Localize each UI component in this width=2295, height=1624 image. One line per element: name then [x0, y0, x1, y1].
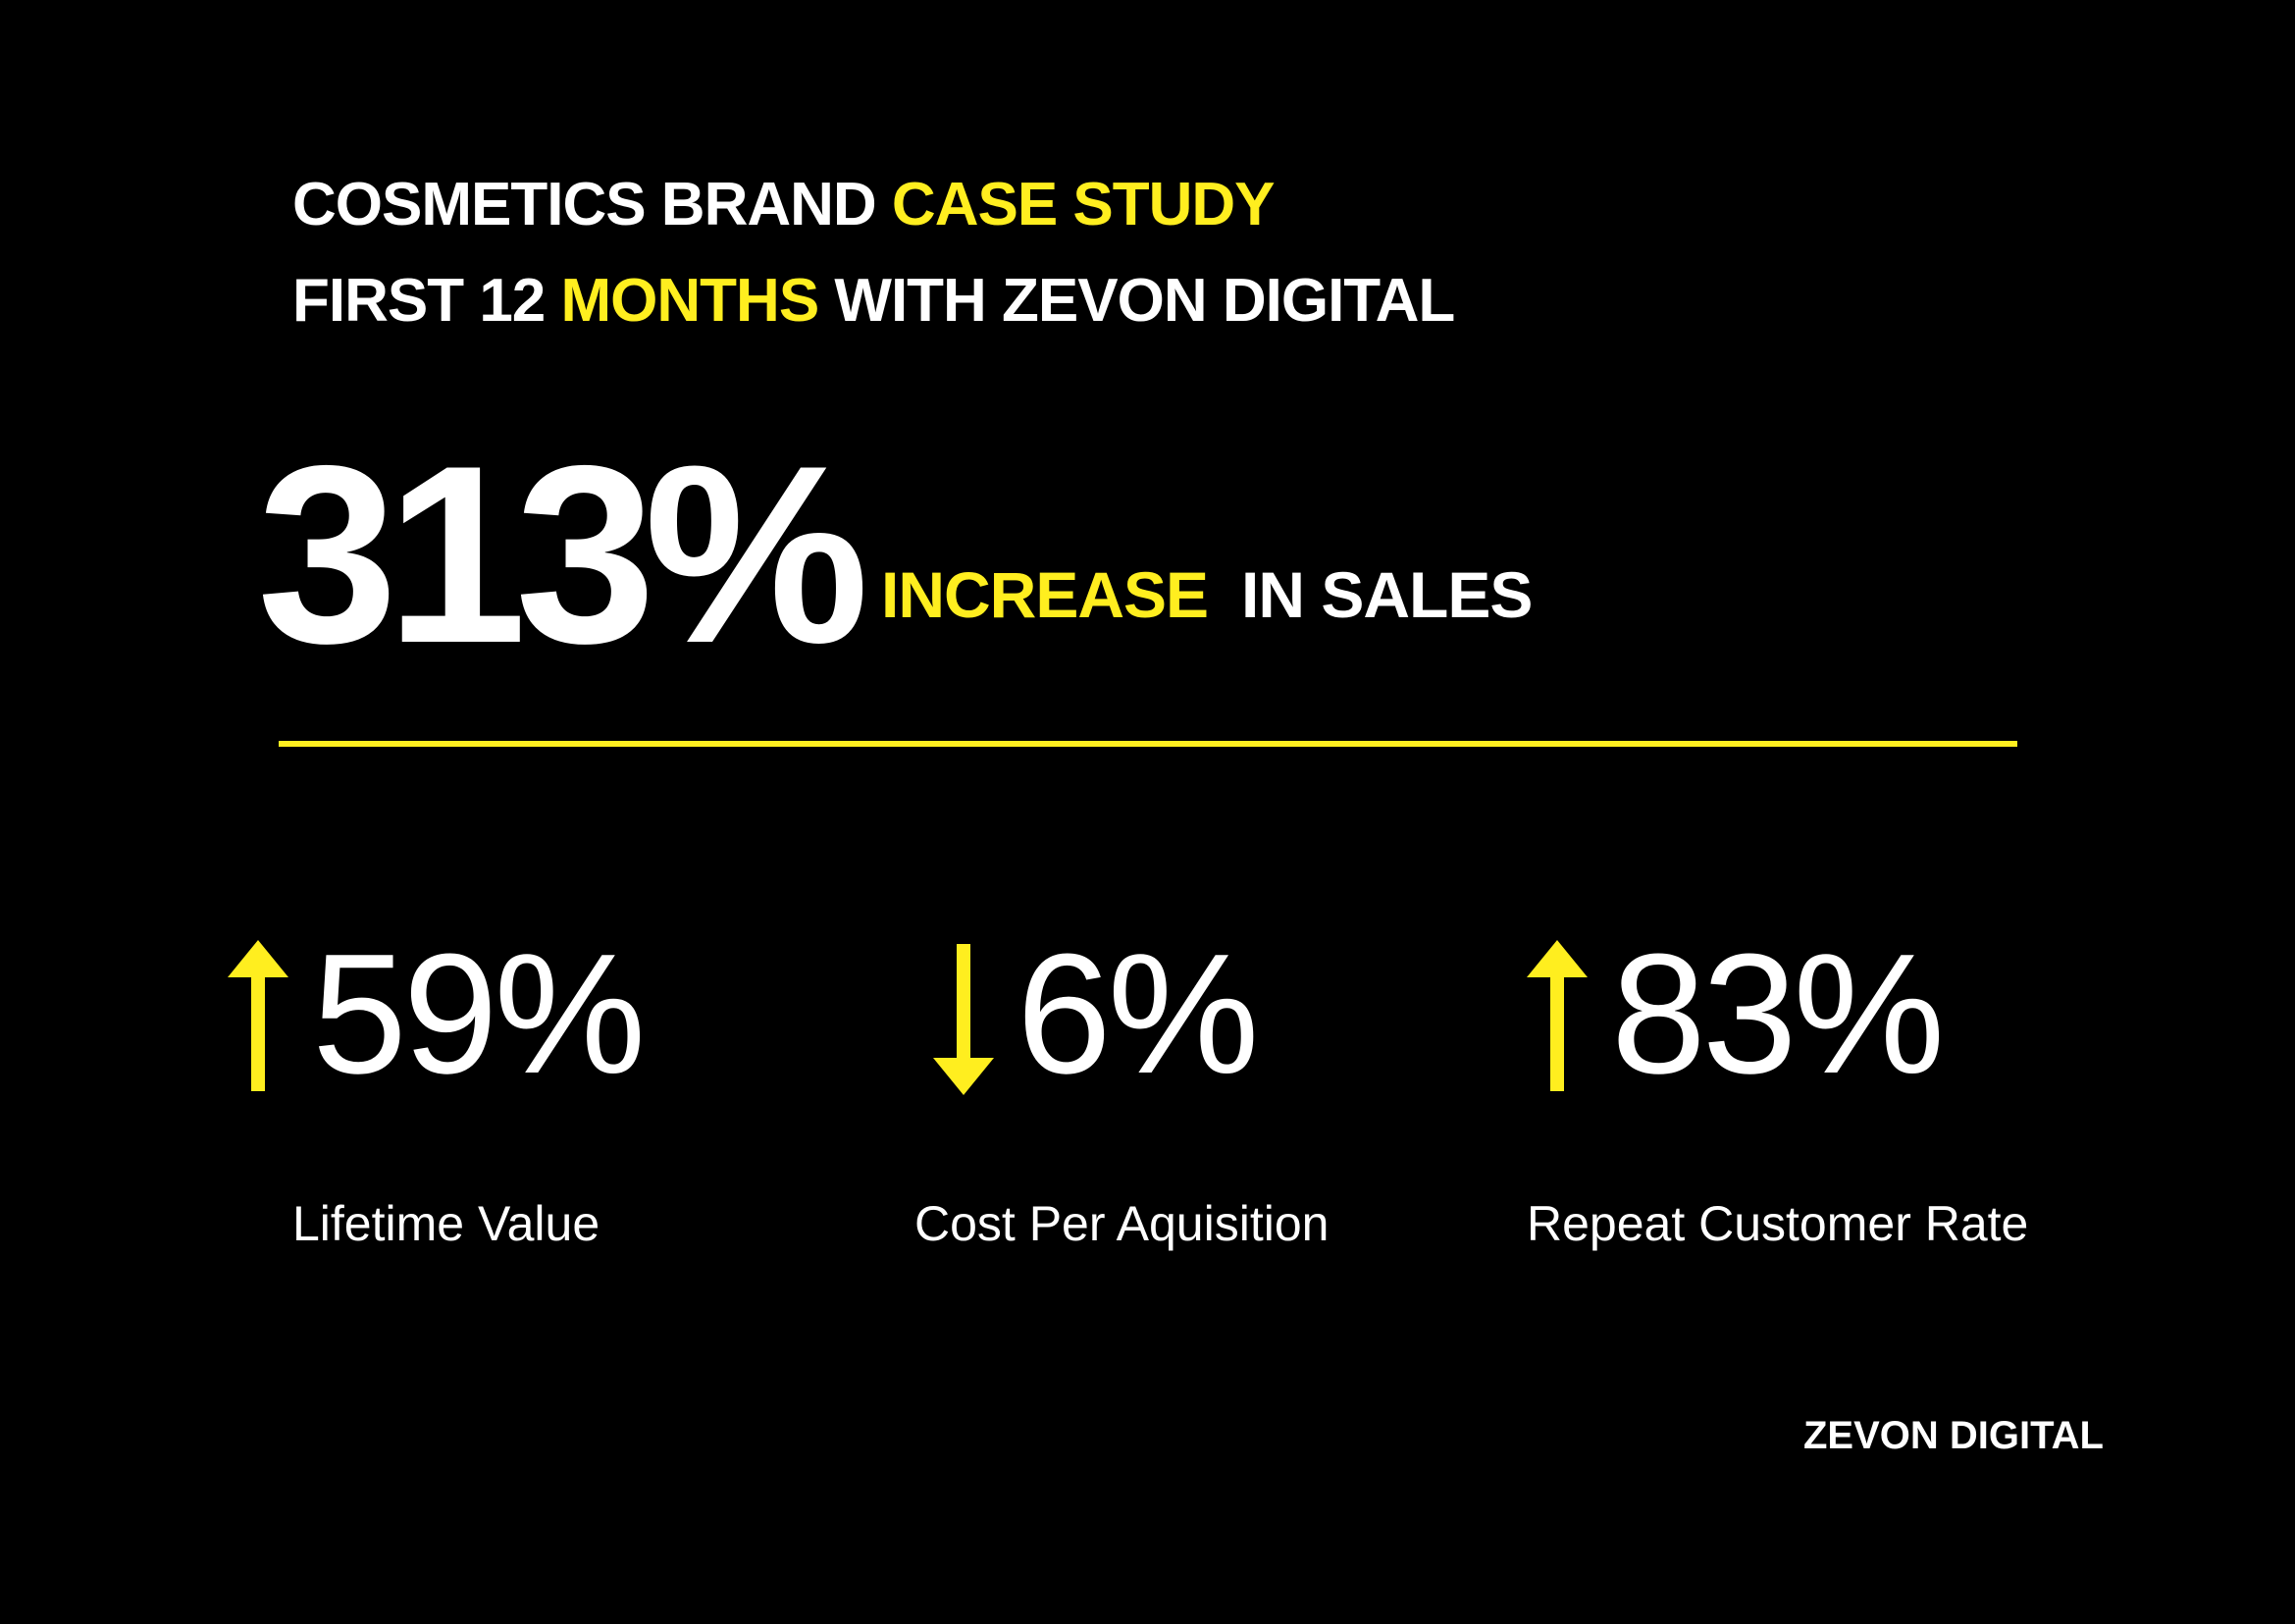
metric-value-lifetime-value: 59%	[312, 917, 646, 1109]
arrow-up-icon	[228, 940, 288, 1091]
hero-stat-label-white: IN SALES	[1241, 558, 1533, 631]
metric-label-cost-per-acquisition: Cost Per Aquisition	[914, 1196, 1330, 1251]
metric-label-repeat-customer-rate: Repeat Customer Rate	[1527, 1196, 2029, 1251]
headline-line-1: COSMETICS BRAND CASE STUDY	[292, 175, 1276, 236]
headline-line-2-white-a: FIRST 12	[292, 267, 546, 335]
hero-stat-label-yellow: INCREASE	[881, 558, 1209, 631]
arrow-up-icon	[1527, 940, 1588, 1091]
headline-line-2-yellow: MONTHS	[560, 267, 820, 335]
accent-divider	[279, 741, 2017, 747]
headline-line-2-white-b: WITH ZEVON DIGITAL	[834, 267, 1455, 335]
metric-value-repeat-customer-rate: 83%	[1611, 917, 1945, 1109]
hero-stat-value: 313%	[257, 412, 869, 696]
footer-brand: ZEVON DIGITAL	[1803, 1414, 2104, 1457]
headline-line-1-yellow: CASE STUDY	[891, 171, 1276, 238]
metric-label-lifetime-value: Lifetime Value	[292, 1196, 600, 1251]
metric-value-cost-per-acquisition: 6%	[1017, 917, 1259, 1109]
headline-line-2: FIRST 12 MONTHS WITH ZEVON DIGITAL	[292, 271, 1455, 332]
headline-line-1-white: COSMETICS BRAND	[292, 171, 877, 238]
arrow-down-icon	[933, 944, 994, 1095]
